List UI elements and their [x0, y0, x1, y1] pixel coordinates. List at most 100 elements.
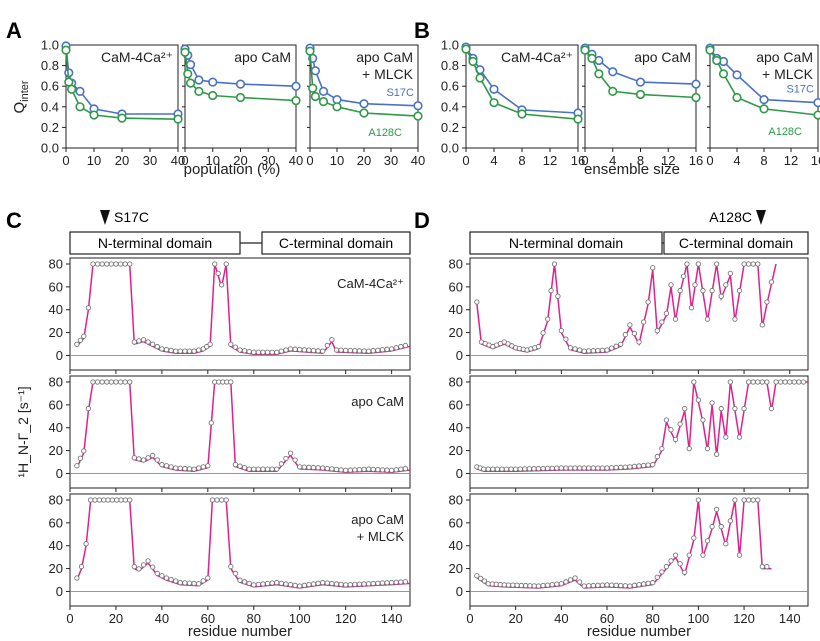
panel-title: + MLCK	[762, 66, 814, 82]
x-tick-label: 10	[330, 153, 344, 168]
data-point	[764, 379, 770, 385]
data-point	[136, 456, 142, 462]
data-point	[741, 405, 747, 412]
data-point	[490, 466, 496, 472]
data-point	[343, 582, 349, 588]
data-point	[555, 293, 561, 299]
data-point	[332, 102, 342, 112]
x-tick-label: 4	[733, 153, 740, 168]
data-point	[223, 497, 229, 503]
data-point	[692, 282, 698, 288]
data-point	[461, 44, 471, 54]
data-point	[654, 574, 660, 580]
chart-panel-10: 0 20 40 60 80	[449, 257, 809, 374]
data-point	[78, 563, 85, 570]
x-tick-label: 0	[66, 611, 73, 626]
data-point	[287, 581, 294, 588]
data-point	[77, 455, 83, 461]
domain-bar-d: N-terminal domain C-terminal domain A128…	[469, 209, 809, 255]
data-point	[297, 464, 303, 470]
data-point	[791, 379, 797, 385]
data-point	[136, 566, 142, 572]
data-point	[205, 463, 211, 469]
x-tick-label: 40	[411, 153, 425, 168]
y-tick-label: 40	[49, 538, 63, 553]
data-point	[232, 344, 239, 350]
data-point	[320, 579, 326, 586]
data-point	[361, 581, 367, 587]
data-point	[595, 465, 601, 471]
y-tick-label: 80	[49, 375, 63, 390]
data-point	[627, 322, 633, 328]
data-point	[608, 67, 618, 77]
data-point	[631, 330, 638, 337]
data-point	[338, 347, 344, 353]
data-point	[563, 465, 569, 471]
data-point	[274, 349, 280, 355]
data-point	[755, 497, 761, 503]
data-point	[627, 464, 633, 470]
x-tick-label: 8	[760, 153, 767, 168]
data-point	[672, 552, 679, 558]
c-domain-box-d	[663, 231, 809, 255]
data-point	[535, 465, 542, 472]
data-point	[481, 578, 488, 584]
data-point	[333, 466, 340, 473]
data-point	[186, 466, 193, 472]
data-point	[680, 273, 687, 279]
data-point	[745, 497, 752, 503]
data-point	[558, 327, 565, 334]
data-point	[755, 379, 761, 385]
data-point	[324, 580, 330, 586]
n-domain-label-c: N-terminal domain	[98, 235, 212, 251]
data-point	[580, 45, 590, 55]
data-point	[74, 463, 80, 469]
data-point	[663, 417, 670, 423]
data-point	[105, 497, 111, 503]
data-point	[631, 582, 638, 588]
y-tick-label: 40	[449, 420, 463, 435]
data-point	[310, 464, 317, 471]
data-point	[90, 379, 96, 385]
data-point	[505, 582, 512, 588]
data-point	[732, 70, 742, 80]
data-point	[704, 316, 711, 322]
x-tick-label: 10	[206, 153, 220, 168]
x-tick-label: 20	[115, 153, 129, 168]
data-point	[329, 337, 335, 343]
data-point	[168, 464, 174, 470]
y-tick-label: 0	[456, 466, 463, 481]
panel-title: apo CaM	[356, 49, 413, 65]
data-point	[74, 575, 80, 581]
data-point	[177, 579, 183, 586]
data-point	[235, 79, 246, 89]
data-point	[718, 523, 724, 530]
data-point	[287, 346, 294, 352]
y-tick-label: 20	[49, 325, 63, 340]
data-point	[352, 348, 358, 354]
data-point	[800, 379, 807, 385]
x-tick-label: 0	[581, 153, 588, 168]
data-point	[92, 497, 98, 503]
data-point	[732, 497, 738, 503]
data-point	[291, 96, 301, 106]
x-tick-label: 80	[645, 611, 659, 626]
data-point	[654, 327, 660, 334]
data-point	[333, 581, 340, 587]
data-point	[682, 405, 688, 412]
data-point	[283, 455, 289, 462]
data-point	[595, 347, 601, 354]
data-point	[117, 379, 124, 385]
data-point	[759, 94, 769, 105]
data-point	[163, 463, 170, 469]
x-tick-label: 80	[247, 611, 261, 626]
c-domain-label-d: C-terminal domain	[679, 235, 793, 251]
data-point	[108, 379, 115, 385]
data-point	[718, 69, 729, 79]
data-point	[194, 75, 204, 85]
x-tick-label: 60	[600, 611, 614, 626]
data-point	[182, 348, 188, 354]
data-point	[324, 465, 330, 472]
data-point	[704, 538, 711, 544]
data-point	[590, 582, 596, 589]
